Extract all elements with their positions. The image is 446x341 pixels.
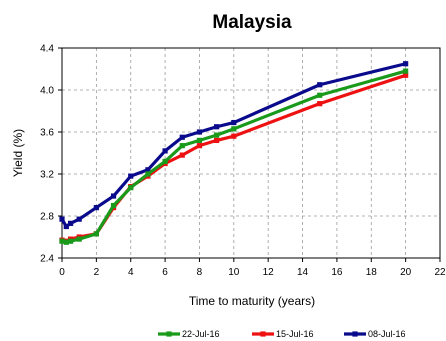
data-point (317, 92, 323, 98)
x-tick-label: 6 (162, 267, 168, 278)
grid-lines (62, 48, 440, 258)
plot-area-frame (61, 47, 441, 259)
data-point (231, 133, 237, 139)
data-point (67, 220, 74, 226)
x-tick-label: 22 (434, 267, 446, 278)
data-point (179, 143, 185, 149)
x-tick-label: 2 (94, 267, 100, 278)
legend-label: 15-Jul-16 (276, 329, 314, 339)
legend-swatch-marker (260, 331, 266, 337)
legend-item: 08-Jul-16 (344, 329, 406, 339)
series-lines (59, 61, 409, 245)
data-point (214, 124, 220, 130)
legend-swatch-marker (352, 331, 358, 337)
data-point (63, 239, 69, 245)
data-point (196, 129, 203, 135)
legend-swatch-marker (166, 331, 172, 337)
legend-item: 15-Jul-16 (252, 329, 314, 339)
data-point (162, 148, 168, 154)
axis-ticks: 0 2 4 6 8 10 12 14 16 18 20 22 2.4 2.8 3.2 3.6 4.0 4.4 (40, 44, 446, 279)
y-tick-label: 2.8 (40, 212, 54, 223)
data-point (59, 216, 65, 222)
chart-legend: 22-Jul-16 15-Jul-16 08-Jul-16 (158, 329, 406, 339)
legend-label: 08-Jul-16 (368, 329, 406, 339)
data-point (76, 216, 82, 222)
x-tick-label: 20 (400, 267, 412, 278)
x-tick-label: 8 (197, 267, 203, 278)
x-tick-label: 14 (297, 267, 309, 278)
data-point (128, 185, 134, 191)
series-08-Jul-16 (59, 61, 409, 230)
y-tick-label: 3.6 (40, 128, 54, 139)
data-point (110, 193, 117, 199)
data-point (317, 82, 323, 88)
y-tick-label: 3.2 (40, 170, 54, 181)
data-point (93, 205, 99, 211)
x-tick-label: 10 (228, 267, 240, 278)
data-point (179, 152, 185, 158)
x-tick-label: 16 (331, 267, 343, 278)
data-point (93, 231, 99, 237)
x-tick-label: 4 (128, 267, 134, 278)
data-point (214, 137, 220, 143)
data-point (162, 158, 168, 164)
x-axis-title: Time to maturity (years) (189, 294, 315, 308)
chart-title: Malaysia (212, 12, 292, 33)
data-point (403, 61, 409, 67)
x-tick-label: 12 (263, 267, 275, 278)
data-point (196, 137, 203, 143)
data-point (179, 134, 185, 140)
series-22-Jul-16 (59, 68, 409, 245)
y-tick-label: 4.0 (40, 86, 54, 97)
data-point (63, 223, 69, 230)
data-point (76, 236, 82, 242)
data-point (317, 101, 323, 107)
data-point (231, 119, 237, 126)
x-tick-label: 0 (59, 267, 65, 278)
y-axis-title: Yield (%) (11, 129, 25, 177)
data-point (59, 238, 65, 244)
data-point (403, 72, 409, 78)
y-tick-label: 2.4 (40, 254, 54, 265)
data-point (145, 167, 151, 173)
data-point (231, 126, 237, 132)
y-tick-label: 4.4 (40, 44, 54, 55)
legend-label: 22-Jul-16 (182, 329, 220, 339)
data-point (128, 173, 134, 179)
data-point (214, 132, 220, 138)
legend-item: 22-Jul-16 (158, 329, 220, 339)
data-point (196, 143, 203, 149)
data-point (67, 238, 74, 244)
data-point (110, 202, 117, 209)
data-point (403, 68, 409, 74)
x-tick-label: 18 (366, 267, 378, 278)
data-point (145, 171, 151, 177)
